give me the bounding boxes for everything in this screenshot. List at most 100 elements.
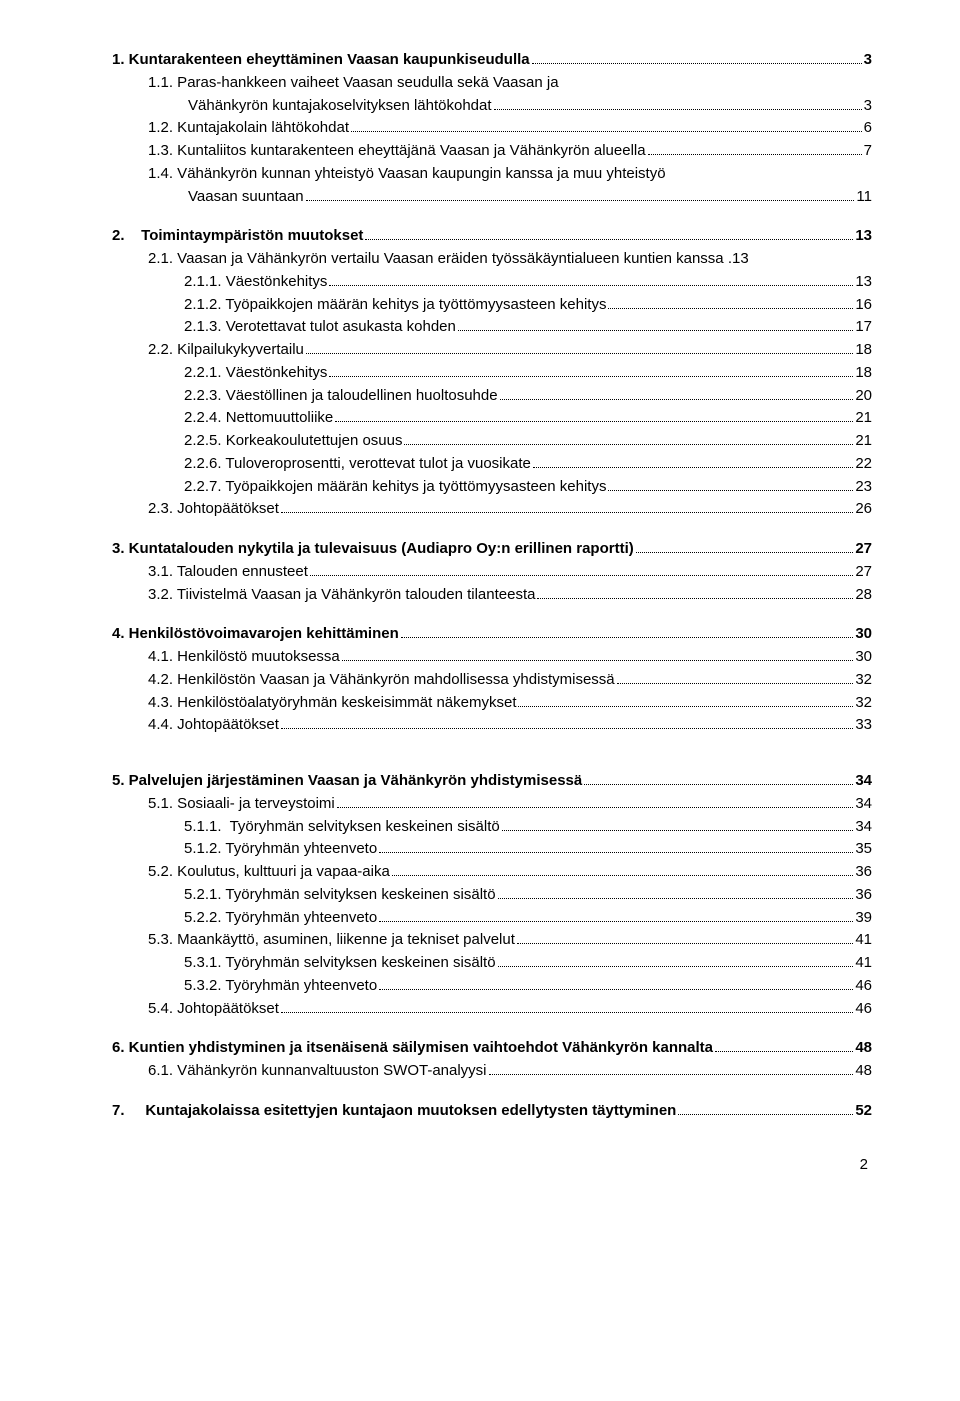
- toc-line: 3. Kuntatalouden nykytila ja tulevaisuus…: [112, 538, 872, 560]
- toc-entry-label: 2.2.5. Korkeakoulutettujen osuus: [184, 430, 402, 452]
- toc-leader-dots: [335, 421, 853, 422]
- toc-line: 5.2. Koulutus, kulttuuri ja vapaa-aika36: [112, 861, 872, 883]
- toc-entry-page: 41: [855, 952, 872, 974]
- toc-entry-page: 34: [855, 793, 872, 815]
- toc-entry-label: Vaasan suuntaan: [188, 186, 304, 208]
- toc-entry-page: 26: [855, 498, 872, 520]
- toc-entry-label: 2.2.4. Nettomuuttoliike: [184, 407, 333, 429]
- toc-entry-page: 48: [855, 1060, 872, 1082]
- toc-leader-dots: [494, 109, 862, 110]
- toc-entry-label: 2. Toimintaympäristön muutokset: [112, 225, 363, 247]
- toc-leader-dots: [648, 154, 862, 155]
- toc-leader-dots: [608, 308, 853, 309]
- toc-entry-page: 18: [855, 362, 872, 384]
- toc-line: 2.2.1. Väestönkehitys18: [112, 362, 872, 384]
- toc-entry-label: 3.1. Talouden ennusteet: [148, 561, 308, 583]
- toc-line: 5.2.2. Työryhmän yhteenveto39: [112, 907, 872, 929]
- toc-entry-label: 4.3. Henkilöstöalatyöryhmän keskeisimmät…: [148, 692, 516, 714]
- toc-entry-page: 39: [855, 907, 872, 929]
- toc-entry-label: 4.1. Henkilöstö muutoksessa: [148, 646, 340, 668]
- toc-line: 3.2. Tiivistelmä Vaasan ja Vähänkyrön ta…: [112, 584, 872, 606]
- toc-line: 1.1. Paras-hankkeen vaiheet Vaasan seudu…: [112, 72, 872, 94]
- toc-line: 4.1. Henkilöstö muutoksessa30: [112, 646, 872, 668]
- toc-entry-label: 2.2.3. Väestöllinen ja taloudellinen huo…: [184, 385, 498, 407]
- toc-line: 3.1. Talouden ennusteet 27: [112, 561, 872, 583]
- toc-entry-page: 33: [855, 714, 872, 736]
- toc-entry-label: 5. Palvelujen järjestäminen Vaasan ja Vä…: [112, 770, 582, 792]
- toc-leader-dots: [379, 921, 853, 922]
- toc-line: 4.2. Henkilöstön Vaasan ja Vähänkyrön ma…: [112, 669, 872, 691]
- toc-leader-dots: [379, 989, 853, 990]
- toc-entry-page: 6: [864, 117, 872, 139]
- toc-leader-dots: [392, 875, 854, 876]
- toc-leader-dots: [404, 444, 853, 445]
- toc-leader-dots: [401, 637, 854, 638]
- toc-leader-dots: [337, 807, 854, 808]
- toc-leader-dots: [458, 330, 853, 331]
- toc-line: 4. Henkilöstövoimavarojen kehittäminen30: [112, 623, 872, 645]
- toc-leader-dots: [532, 63, 862, 64]
- toc-entry-label: 3.2. Tiivistelmä Vaasan ja Vähänkyrön ta…: [148, 584, 535, 606]
- toc-entry-page: 3: [864, 49, 872, 71]
- toc-entry-page: 34: [855, 816, 872, 838]
- page-number: 2: [112, 1154, 872, 1176]
- toc-entry-label: 1.3. Kuntaliitos kuntarakenteen eheyttäj…: [148, 140, 646, 162]
- toc-entry-page: 36: [855, 884, 872, 906]
- toc-line: 4.3. Henkilöstöalatyöryhmän keskeisimmät…: [112, 692, 872, 714]
- toc-entry-page: 23: [855, 476, 872, 498]
- toc-line: 2.2.3. Väestöllinen ja taloudellinen huo…: [112, 385, 872, 407]
- toc-line: 5.3.1. Työryhmän selvityksen keskeinen s…: [112, 952, 872, 974]
- toc-leader-dots: [617, 683, 854, 684]
- toc-entry-label: 5.2.1. Työryhmän selvityksen keskeinen s…: [184, 884, 496, 906]
- toc-entry-label: 4. Henkilöstövoimavarojen kehittäminen: [112, 623, 399, 645]
- toc-entry-page: 32: [855, 692, 872, 714]
- toc-leader-dots: [584, 784, 853, 785]
- toc-leader-dots: [329, 285, 853, 286]
- toc-line: 5.1.1. Työryhmän selvityksen keskeinen s…: [112, 816, 872, 838]
- toc-leader-dots: [365, 239, 853, 240]
- toc-leader-dots: [608, 490, 853, 491]
- toc-entry-label: 6.1. Vähänkyrön kunnanvaltuuston SWOT-an…: [148, 1060, 487, 1082]
- toc-line: 2.1. Vaasan ja Vähänkyrön vertailu Vaasa…: [112, 248, 872, 270]
- toc-entry-page: 46: [855, 975, 872, 997]
- toc-entry-page: 13: [732, 248, 749, 270]
- toc-entry-page: 36: [855, 861, 872, 883]
- toc-entry-label: 2.2.7. Työpaikkojen määrän kehitys ja ty…: [184, 476, 606, 498]
- toc-line: 1.2. Kuntajakolain lähtökohdat6: [112, 117, 872, 139]
- toc-entry-label: 5.3.2. Työryhmän yhteenveto: [184, 975, 377, 997]
- toc-entry-label: 2.1. Vaasan ja Vähänkyrön vertailu Vaasa…: [148, 248, 732, 270]
- toc-entry-label: 2.1.3. Verotettavat tulot asukasta kohde…: [184, 316, 456, 338]
- toc-line: 2.1.1. Väestönkehitys13: [112, 271, 872, 293]
- toc-page: 1. Kuntarakenteen eheyttäminen Vaasan ka…: [0, 0, 960, 1223]
- toc-entry-page: 34: [855, 770, 872, 792]
- toc-leader-dots: [489, 1074, 854, 1075]
- toc-line: 2.1.2. Työpaikkojen määrän kehitys ja ty…: [112, 294, 872, 316]
- toc-entry-page: 17: [855, 316, 872, 338]
- toc-entry-label: 4.2. Henkilöstön Vaasan ja Vähänkyrön ma…: [148, 669, 615, 691]
- toc-leader-dots: [517, 943, 853, 944]
- toc-entry-page: 46: [855, 998, 872, 1020]
- toc-leader-dots: [715, 1051, 853, 1052]
- toc-entry-label: 1.1. Paras-hankkeen vaiheet Vaasan seudu…: [148, 72, 559, 94]
- toc-leader-dots: [498, 966, 854, 967]
- toc-line: 2.2.5. Korkeakoulutettujen osuus21: [112, 430, 872, 452]
- toc-entry-page: 16: [855, 294, 872, 316]
- toc-entry-label: 5.3.1. Työryhmän selvityksen keskeinen s…: [184, 952, 496, 974]
- toc-entry-label: 5.1. Sosiaali- ja terveystoimi: [148, 793, 335, 815]
- toc-line: 2.2.4. Nettomuuttoliike21: [112, 407, 872, 429]
- toc-entry-page: 35: [855, 838, 872, 860]
- toc-line: 2.2. Kilpailukykyvertailu18: [112, 339, 872, 361]
- toc-line: 5.1. Sosiaali- ja terveystoimi 34: [112, 793, 872, 815]
- toc-entry-label: 2.2.6. Tuloveroprosentti, verottevat tul…: [184, 453, 531, 475]
- toc-entry-page: 27: [855, 561, 872, 583]
- toc-leader-dots: [502, 830, 854, 831]
- toc-entry-label: 6. Kuntien yhdistyminen ja itsenäisenä s…: [112, 1037, 713, 1059]
- table-of-contents: 1. Kuntarakenteen eheyttäminen Vaasan ka…: [112, 49, 872, 1122]
- toc-entry-page: 18: [855, 339, 872, 361]
- toc-line: 6.1. Vähänkyrön kunnanvaltuuston SWOT-an…: [112, 1060, 872, 1082]
- toc-line: 6. Kuntien yhdistyminen ja itsenäisenä s…: [112, 1037, 872, 1059]
- toc-entry-label: 7. Kuntajakolaissa esitettyjen kuntajaon…: [112, 1100, 676, 1122]
- toc-line: 2.3. Johtopäätökset26: [112, 498, 872, 520]
- toc-entry-page: 52: [855, 1100, 872, 1122]
- toc-entry-page: 20: [855, 385, 872, 407]
